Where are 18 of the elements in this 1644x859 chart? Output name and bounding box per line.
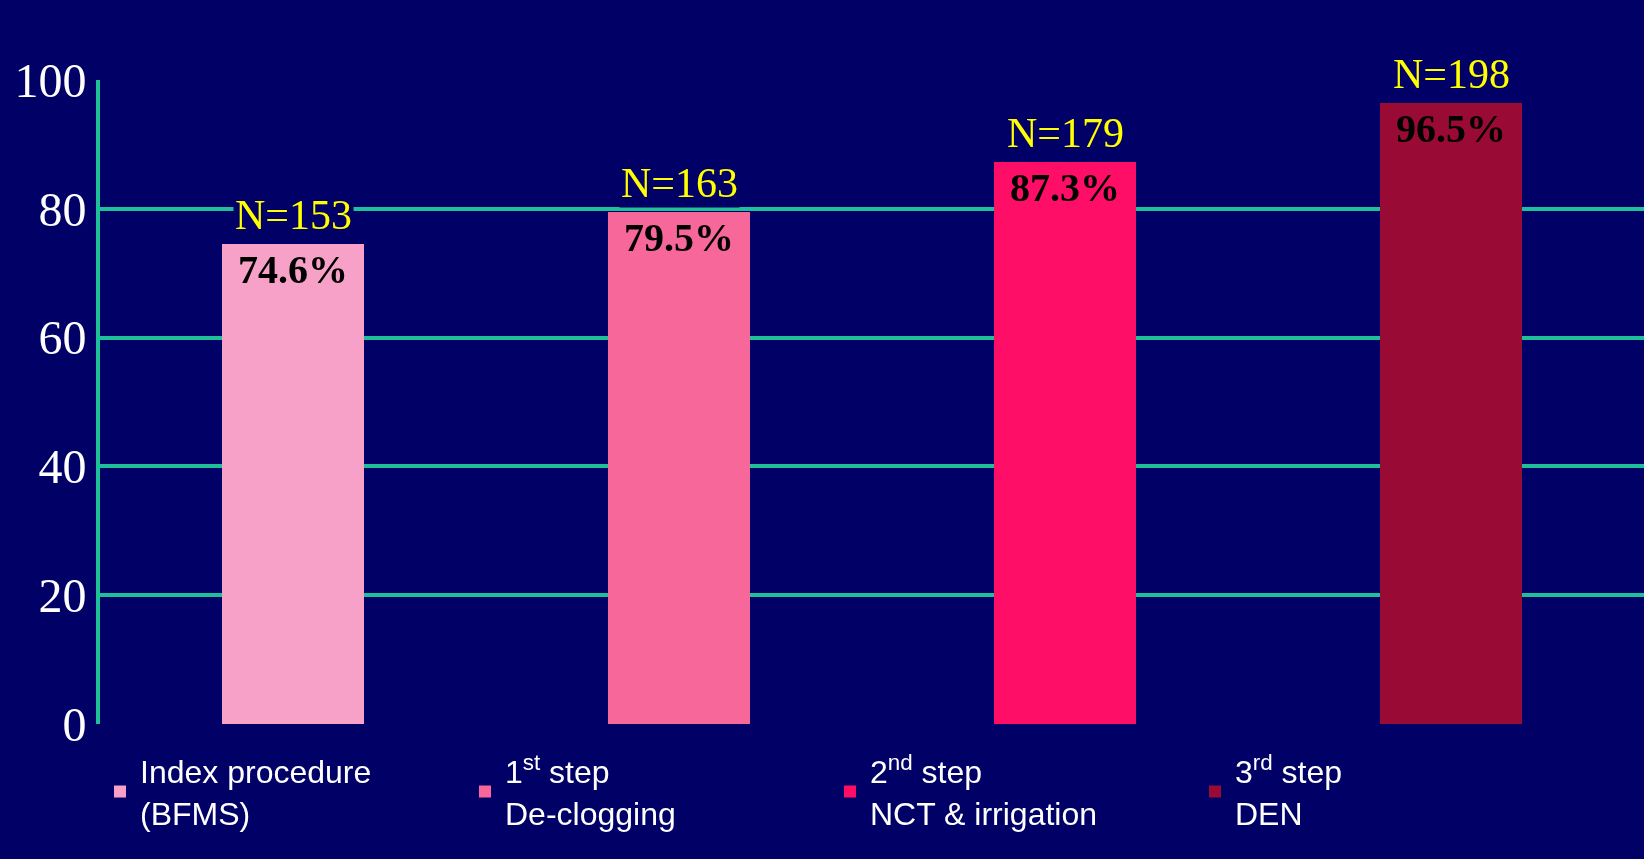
annotation: N=179: [1007, 110, 1125, 156]
annotation: N=153: [235, 192, 353, 238]
data-label: 74.6%: [238, 247, 348, 292]
legend-label: 3$^{rd}$ step DEN: [1235, 749, 1343, 832]
y-tick-label: 0: [62, 697, 87, 751]
data-label: 79.5%: [624, 215, 734, 260]
legend-label: 2$^{nd}$ step NCT & irrigation: [870, 749, 1098, 832]
y-tick-label: 60: [38, 311, 87, 365]
y-tick-label: 40: [38, 440, 87, 494]
legend-label: Index procedure (BFMS): [140, 754, 372, 832]
legend-label: 1$^{st}$ step De-clogging: [505, 749, 676, 832]
data-label: 96.5%: [1396, 106, 1506, 151]
annotation: N=163: [621, 160, 739, 206]
data-label: 87.3%: [1010, 165, 1120, 210]
y-tick-label: 100: [14, 53, 87, 107]
y-tick-label: 80: [38, 182, 87, 236]
annotation: N=198: [1393, 51, 1511, 97]
y-tick-label: 20: [38, 569, 87, 622]
